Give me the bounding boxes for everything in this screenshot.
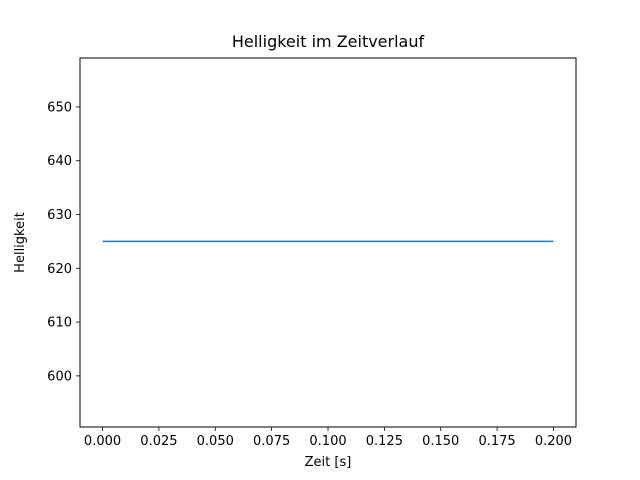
x-axis-label: Zeit [s] (305, 455, 352, 470)
x-tick-label: 0.200 (535, 434, 572, 449)
y-tick-label: 650 (47, 100, 72, 115)
x-tick-label: 0.075 (253, 434, 290, 449)
y-axis-ticks: 600 610 620 630 640 650 (47, 100, 80, 384)
x-axis-ticks: 0.000 0.025 0.050 0.075 0.100 0.125 0.150 0.175… (84, 427, 572, 449)
y-tick-label: 630 (47, 208, 72, 223)
y-axis-label: Helligkeit (13, 212, 28, 273)
y-tick-label: 600 (47, 369, 72, 384)
y-tick-label: 640 (47, 154, 72, 169)
x-tick-label: 0.175 (478, 434, 515, 449)
x-tick-label: 0.025 (140, 434, 177, 449)
y-tick-label: 620 (47, 262, 72, 277)
x-tick-label: 0.150 (422, 434, 459, 449)
y-tick-label: 610 (47, 316, 72, 331)
x-tick-label: 0.100 (309, 434, 346, 449)
chart-title: Helligkeit im Zeitverlauf (232, 32, 425, 51)
x-tick-label: 0.000 (84, 434, 121, 449)
x-tick-label: 0.050 (197, 434, 234, 449)
x-tick-label: 0.125 (366, 434, 403, 449)
plot-area (79, 57, 577, 428)
